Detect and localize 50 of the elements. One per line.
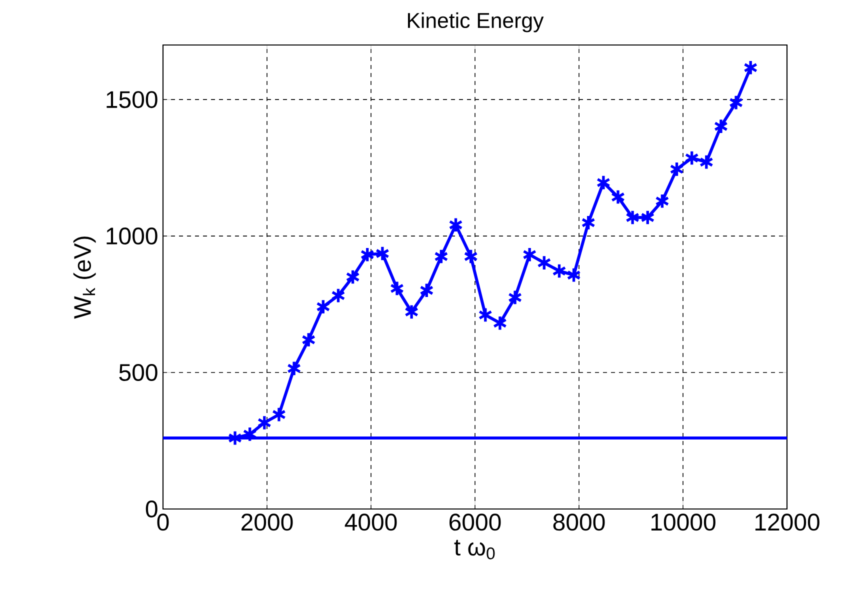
point (301, 332, 316, 348)
point (420, 282, 434, 298)
point (375, 246, 390, 262)
point (655, 193, 670, 210)
point (552, 262, 566, 279)
point (257, 414, 272, 431)
point (743, 60, 758, 76)
point (448, 216, 463, 233)
point (728, 94, 744, 111)
y-tick-label: 500 (119, 364, 158, 382)
y-tick-label: 1500 (106, 91, 158, 108)
point (684, 150, 699, 166)
x-tick-label: 12000 (755, 514, 820, 531)
x-tick-label: 0 (157, 514, 169, 531)
x-tick-label: 8000 (553, 514, 605, 531)
point (272, 406, 286, 423)
point (566, 267, 581, 284)
point (596, 174, 611, 191)
point (714, 118, 728, 134)
point (360, 246, 374, 263)
point (390, 280, 404, 296)
x-tick-label: 10000 (651, 514, 716, 531)
point (492, 315, 508, 332)
point (640, 209, 655, 226)
point (537, 254, 552, 271)
point (286, 360, 302, 376)
x-tick-label: 4000 (344, 514, 397, 531)
point (434, 248, 448, 265)
point (346, 268, 360, 285)
point (581, 214, 596, 231)
point (610, 189, 626, 206)
point (242, 426, 257, 442)
point (522, 246, 537, 263)
point (228, 430, 242, 446)
chart-title: Kinetic Energy (408, 12, 544, 32)
point (404, 304, 419, 320)
point (464, 248, 478, 265)
x-tick-label: 6000 (450, 514, 501, 531)
y-axis-title: W$_{k}$ (eV) (73, 236, 96, 319)
point (670, 161, 684, 178)
point (625, 209, 640, 226)
point (316, 298, 330, 315)
x-tick-label: 2000 (242, 514, 293, 531)
x-axis-title: t ω$_{0}$ (454, 540, 495, 560)
y-tick-label: 1000 (106, 228, 158, 245)
y-tick-label: 0 (146, 500, 158, 518)
point (478, 306, 493, 323)
point (331, 288, 346, 304)
point (699, 154, 714, 170)
point (508, 289, 522, 306)
